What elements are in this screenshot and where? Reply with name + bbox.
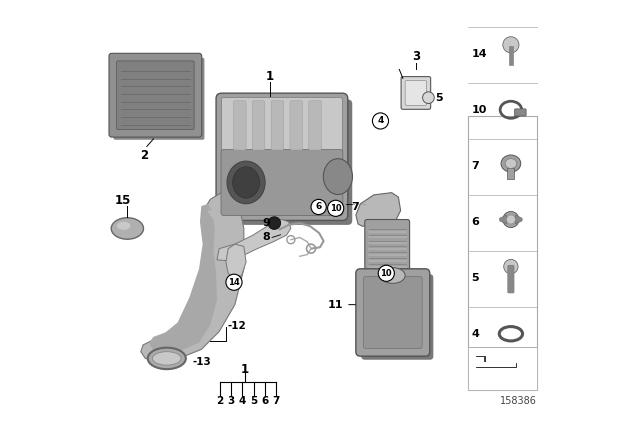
FancyBboxPatch shape bbox=[365, 220, 410, 273]
Polygon shape bbox=[476, 356, 516, 367]
Ellipse shape bbox=[227, 161, 265, 204]
Circle shape bbox=[372, 113, 388, 129]
FancyBboxPatch shape bbox=[113, 58, 204, 140]
Text: 7: 7 bbox=[472, 161, 479, 171]
Ellipse shape bbox=[323, 159, 353, 194]
Circle shape bbox=[506, 215, 515, 224]
Text: -12: -12 bbox=[227, 321, 246, 331]
FancyBboxPatch shape bbox=[361, 274, 433, 360]
Text: 8: 8 bbox=[262, 233, 270, 242]
Bar bbox=[468, 116, 538, 390]
Text: 10: 10 bbox=[381, 269, 392, 278]
Ellipse shape bbox=[152, 352, 181, 365]
Text: 6: 6 bbox=[316, 202, 322, 211]
Text: -13: -13 bbox=[192, 357, 211, 367]
FancyBboxPatch shape bbox=[515, 109, 526, 116]
Bar bbox=[509, 46, 513, 65]
Circle shape bbox=[268, 217, 280, 229]
FancyBboxPatch shape bbox=[364, 276, 422, 349]
Polygon shape bbox=[356, 193, 401, 226]
Polygon shape bbox=[226, 244, 246, 278]
FancyBboxPatch shape bbox=[508, 265, 514, 293]
FancyBboxPatch shape bbox=[221, 150, 343, 215]
Text: 6: 6 bbox=[472, 217, 479, 227]
Ellipse shape bbox=[111, 218, 143, 239]
Text: 6: 6 bbox=[261, 396, 269, 406]
Text: 3: 3 bbox=[412, 50, 420, 64]
Circle shape bbox=[226, 274, 242, 290]
FancyBboxPatch shape bbox=[405, 81, 427, 105]
Circle shape bbox=[504, 259, 518, 274]
Text: 1: 1 bbox=[241, 362, 249, 376]
Text: 5: 5 bbox=[472, 273, 479, 283]
Text: 11: 11 bbox=[328, 300, 343, 310]
Ellipse shape bbox=[148, 348, 186, 369]
Bar bbox=[468, 347, 538, 390]
Polygon shape bbox=[141, 193, 244, 361]
Ellipse shape bbox=[117, 222, 131, 230]
Ellipse shape bbox=[380, 267, 405, 284]
Text: 4: 4 bbox=[378, 116, 383, 125]
Text: 10: 10 bbox=[472, 105, 487, 115]
FancyBboxPatch shape bbox=[116, 61, 194, 129]
Polygon shape bbox=[217, 220, 291, 261]
Text: 4: 4 bbox=[472, 329, 479, 339]
FancyBboxPatch shape bbox=[290, 101, 303, 150]
Ellipse shape bbox=[501, 155, 521, 172]
Bar bbox=[508, 168, 515, 179]
Circle shape bbox=[422, 92, 435, 103]
FancyBboxPatch shape bbox=[234, 101, 246, 150]
Polygon shape bbox=[500, 215, 506, 224]
Text: 10: 10 bbox=[330, 204, 342, 213]
Text: 14: 14 bbox=[472, 49, 487, 59]
Circle shape bbox=[378, 265, 394, 281]
Ellipse shape bbox=[505, 159, 516, 168]
FancyBboxPatch shape bbox=[401, 77, 431, 109]
FancyBboxPatch shape bbox=[109, 53, 202, 137]
Text: 5: 5 bbox=[250, 396, 257, 406]
Text: 9: 9 bbox=[262, 218, 270, 228]
FancyBboxPatch shape bbox=[222, 99, 352, 225]
Text: 15: 15 bbox=[115, 194, 131, 207]
Circle shape bbox=[311, 199, 326, 215]
FancyBboxPatch shape bbox=[221, 98, 342, 153]
FancyBboxPatch shape bbox=[356, 269, 430, 356]
Polygon shape bbox=[149, 204, 217, 354]
Polygon shape bbox=[515, 215, 522, 224]
Text: 158386: 158386 bbox=[499, 396, 536, 406]
Circle shape bbox=[503, 211, 519, 228]
Text: 3: 3 bbox=[228, 396, 235, 406]
FancyBboxPatch shape bbox=[216, 93, 348, 220]
Circle shape bbox=[503, 37, 519, 53]
Text: 1: 1 bbox=[266, 69, 274, 83]
FancyBboxPatch shape bbox=[271, 101, 284, 150]
Text: 2: 2 bbox=[140, 149, 148, 163]
Text: 4: 4 bbox=[239, 396, 246, 406]
Text: 7: 7 bbox=[273, 396, 280, 406]
Ellipse shape bbox=[233, 167, 260, 198]
Text: 14: 14 bbox=[228, 278, 240, 287]
FancyBboxPatch shape bbox=[252, 101, 265, 150]
Polygon shape bbox=[476, 357, 516, 367]
Text: 7: 7 bbox=[351, 202, 359, 212]
Polygon shape bbox=[207, 211, 228, 242]
Text: 2: 2 bbox=[216, 396, 224, 406]
FancyBboxPatch shape bbox=[309, 101, 321, 150]
Text: 5: 5 bbox=[436, 93, 444, 103]
Circle shape bbox=[328, 200, 344, 216]
